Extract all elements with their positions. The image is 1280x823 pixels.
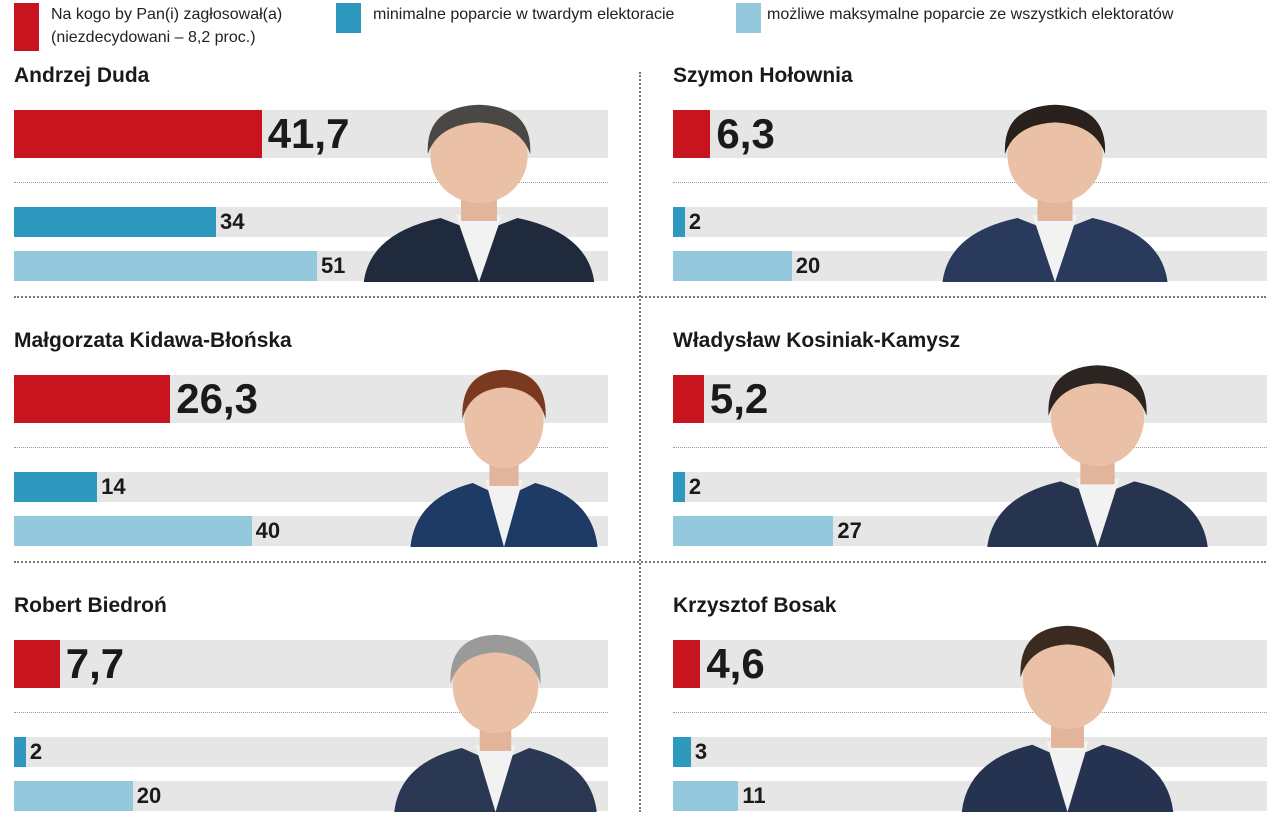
bar-vote — [673, 110, 711, 158]
value-label-vote: 26,3 — [176, 375, 258, 422]
bar-min — [14, 472, 98, 502]
bar-track — [673, 737, 1267, 767]
column-divider — [639, 72, 641, 812]
value-label-min: 14 — [101, 474, 126, 499]
bar-separator — [14, 182, 608, 183]
bar-min — [14, 737, 26, 767]
value-label-max: 11 — [742, 783, 766, 808]
bar-separator — [14, 447, 608, 448]
bar-min — [14, 207, 216, 237]
value-label-min: 34 — [219, 209, 245, 234]
bar-track — [673, 207, 1267, 237]
bar-vote — [673, 375, 704, 423]
bar-vote — [14, 640, 60, 688]
candidate-photo — [351, 85, 607, 282]
value-label-max: 20 — [795, 253, 821, 278]
bar-max — [14, 251, 317, 281]
legend-swatch-max — [736, 3, 761, 33]
value-label-max: 20 — [136, 783, 162, 808]
bar-track — [673, 640, 1267, 688]
value-label-min: 3 — [694, 739, 708, 764]
legend-swatch-min — [336, 3, 361, 33]
bar-vote — [14, 110, 262, 158]
candidate-photo — [950, 605, 1185, 812]
value-label-vote: 5,2 — [709, 375, 769, 422]
value-label-vote: 41,7 — [267, 110, 350, 157]
bar-vote — [14, 375, 171, 423]
legend-label-vote: Na kogo by Pan(i) zagłosował(a) — [51, 6, 283, 23]
candidate-name: Robert Biedroń — [14, 594, 167, 617]
value-label-min: 2 — [688, 209, 702, 234]
bar-track — [673, 110, 1267, 158]
candidate-photo — [930, 85, 1180, 282]
legend-swatch-vote — [14, 3, 39, 51]
candidate-photo — [383, 615, 608, 812]
legend-label-vote-note: (niezdecydowani – 8,2 proc.) — [51, 29, 256, 46]
candidate-name: Krzysztof Bosak — [673, 594, 837, 617]
bar-max — [673, 781, 739, 811]
row-divider — [14, 296, 1266, 298]
bar-separator — [673, 182, 1267, 183]
bar-track — [673, 375, 1267, 423]
bar-separator — [673, 447, 1267, 448]
value-label-vote: 4,6 — [706, 640, 765, 687]
value-label-min: 2 — [688, 474, 702, 499]
candidate-name: Władysław Kosiniak-Kamysz — [673, 329, 961, 352]
bar-separator — [14, 712, 608, 713]
value-label-vote: 7,7 — [65, 640, 125, 687]
value-label-vote: 6,3 — [716, 110, 775, 157]
candidate-name: Andrzej Duda — [14, 64, 150, 87]
bar-max — [14, 781, 133, 811]
candidate-photo — [400, 350, 608, 547]
bar-vote — [673, 640, 701, 688]
bar-separator — [673, 712, 1267, 713]
legend-label-max: możliwe maksymalne poparcie ze wszystkic… — [767, 6, 1174, 23]
candidate-name: Małgorzata Kidawa-Błońska — [14, 329, 292, 352]
value-label-min: 2 — [29, 739, 43, 764]
legend-label-min: minimalne poparcie w twardym elektoracie — [373, 6, 675, 23]
bar-max — [14, 516, 252, 546]
candidate-photo — [975, 345, 1220, 547]
value-label-max: 27 — [837, 518, 862, 543]
value-label-max: 40 — [255, 518, 281, 543]
row-divider — [14, 561, 1266, 563]
value-label-max: 51 — [320, 253, 346, 278]
candidate-name: Szymon Hołownia — [673, 64, 853, 87]
bar-max — [673, 516, 834, 546]
bar-max — [673, 251, 792, 281]
bar-min — [673, 737, 691, 767]
bar-min — [673, 207, 685, 237]
bar-min — [673, 472, 685, 502]
